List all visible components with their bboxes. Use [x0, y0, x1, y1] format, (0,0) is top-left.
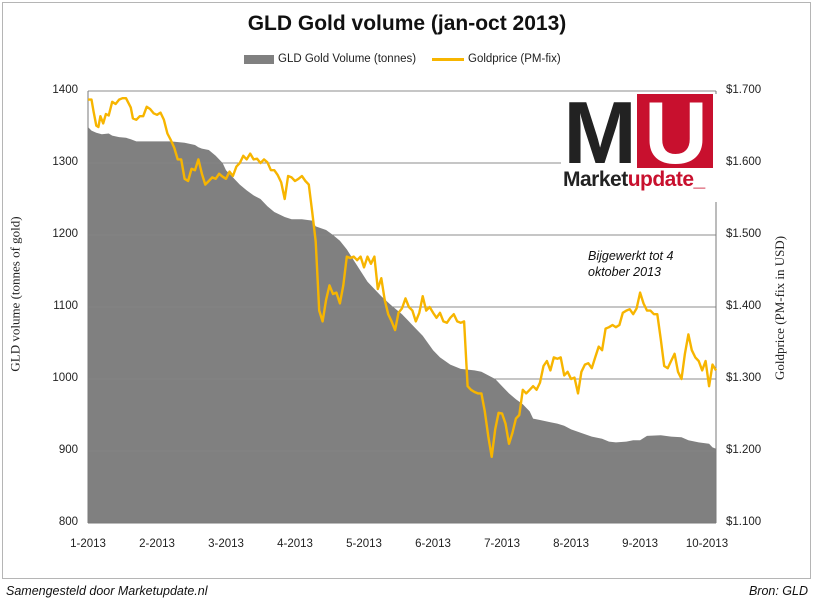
logo-word-dark: Market	[563, 168, 628, 191]
legend-item-goldprice: Goldprice (PM-fix)	[432, 53, 561, 65]
y-right-tick-label: $1.600	[726, 156, 762, 168]
y-right-tick-label: $1.400	[726, 300, 762, 312]
legend-label-goldprice: Goldprice (PM-fix)	[468, 53, 561, 65]
y-left-tick-label: 800	[58, 516, 78, 528]
y-right-tick-label: $1.500	[726, 228, 762, 240]
y-left-tick-label: 1200	[52, 228, 78, 240]
x-tick-label: 7-2013	[484, 538, 520, 550]
footer-source: Bron: GLD	[748, 584, 808, 598]
x-tick-label: 9-2013	[622, 538, 658, 550]
footer-credit: Samengesteld door Marketupdate.nl	[6, 584, 208, 598]
y-right-tick-label: $1.300	[726, 372, 762, 384]
y-right-tick-label: $1.100	[726, 516, 762, 528]
legend-item-volume: GLD Gold Volume (tonnes)	[244, 53, 416, 65]
legend-label-volume: GLD Gold Volume (tonnes)	[278, 53, 417, 65]
y-left-tick-label: 1100	[53, 300, 78, 312]
logo-wordmark: Marketupdate_	[563, 168, 705, 192]
legend-swatch-line	[432, 57, 464, 61]
marketupdate-logo: M U Marketupdate_	[561, 89, 717, 202]
gld-volume-area	[88, 127, 716, 523]
x-tick-label: 4-2013	[277, 538, 313, 550]
x-tick-label: 5-2013	[346, 538, 382, 550]
y-left-tick-label: 900	[58, 444, 78, 456]
x-tick-label: 1-2013	[70, 538, 106, 550]
y-axis-right-title: Goldprice (PM-fix in USD)	[772, 235, 788, 381]
logo-letter-m: M	[561, 89, 637, 177]
x-tick-label: 6-2013	[415, 538, 451, 550]
y-right-tick-label: $1.200	[726, 444, 762, 456]
y-right-tick-label: $1.700	[726, 84, 762, 96]
y-left-tick-label: 1300	[52, 156, 78, 168]
y-left-tick-label: 1400	[52, 84, 78, 96]
x-tick-label: 8-2013	[553, 538, 589, 550]
logo-letter-u: U	[637, 89, 713, 177]
annotation-line-2: oktober 2013	[588, 265, 661, 279]
legend-swatch-area	[244, 54, 274, 64]
goldprice-line	[88, 96, 718, 458]
annotation-line-1: Bijgewerkt tot 4	[588, 249, 674, 263]
update-annotation: Bijgewerkt tot 4 oktober 2013	[588, 248, 673, 280]
chart-title: GLD Gold volume (jan-oct 2013)	[247, 12, 567, 35]
x-tick-label: 3-2013	[208, 538, 244, 550]
y-left-tick-label: 1000	[52, 372, 78, 384]
logo-word-red: update_	[627, 168, 706, 191]
x-tick-label: 10-2013	[685, 538, 729, 550]
x-tick-label: 2-2013	[139, 538, 175, 550]
y-axis-left-title: GLD volume (tonnes of gold)	[7, 216, 23, 372]
